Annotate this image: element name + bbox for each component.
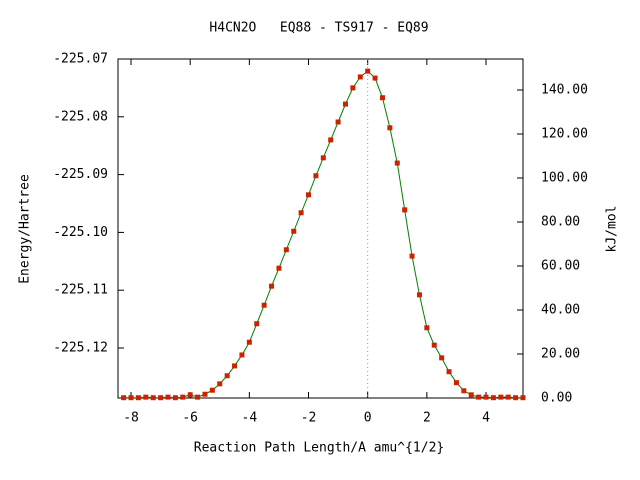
y-tick-label: -225.07 [53,52,108,67]
data-point [135,395,141,401]
data-point [431,342,437,348]
y2-tick-label: 100.00 [541,171,588,186]
data-point [328,137,334,143]
data-point [239,352,245,358]
data-point [269,283,275,289]
x-tick-label: -2 [301,411,317,426]
data-point [261,302,267,308]
data-point [291,228,297,234]
data-point [387,125,393,131]
y2-tick-label: 40.00 [541,303,580,318]
data-point [202,391,208,397]
data-point [365,68,371,74]
y2-axis-label: kJ/mol [605,206,620,253]
data-point [172,395,178,401]
data-point [306,192,312,198]
y2-tick-label: 60.00 [541,259,580,274]
x-axis-label: Reaction Path Length/A amu^{1/2} [194,441,444,456]
plot-frame [117,58,524,399]
data-point [409,253,415,259]
data-point [461,388,467,394]
data-point [446,369,452,375]
data-point [283,247,289,253]
data-point [158,395,164,401]
series-line [123,70,523,399]
data-point [313,173,319,179]
data-point [402,207,408,213]
x-tick-label: -4 [242,411,258,426]
data-point [372,75,378,81]
y2-tick-label: 140.00 [541,83,588,98]
data-point [520,395,526,401]
data-point [320,155,326,161]
data-point [416,292,422,298]
data-point [187,392,193,398]
data-point [468,392,474,398]
data-point [498,394,504,400]
data-point [453,380,459,386]
data-point [232,363,238,369]
data-point [394,160,400,166]
data-point [121,395,127,401]
data-point [217,381,223,387]
data-point [483,394,489,400]
data-point [342,101,348,107]
data-point [254,321,260,327]
data-point [150,395,156,401]
data-point [439,355,445,361]
y2-tick-label: 0.00 [541,391,572,406]
data-point [505,394,511,400]
data-point [379,95,385,101]
chart-title: H4CN2O EQ88 - TS917 - EQ89 [209,21,428,36]
data-point [476,394,482,400]
x-tick-label: -6 [182,411,198,426]
data-point [276,265,282,271]
y-tick-label: -225.11 [53,283,108,298]
data-point [335,119,341,125]
data-point [209,387,215,393]
data-point [424,325,430,331]
data-point [180,394,186,400]
data-point [195,394,201,400]
data-point [357,74,363,80]
y2-tick-label: 120.00 [541,127,588,142]
x-tick-label: 0 [364,411,372,426]
data-point [513,395,519,401]
y-tick-label: -225.08 [53,109,108,124]
data-point [224,373,230,379]
data-point [143,394,149,400]
x-tick-label: 4 [482,411,490,426]
data-point [165,394,171,400]
y-tick-label: -225.09 [53,167,108,182]
y-axis-label: Energy/Hartree [18,174,33,284]
data-point [128,395,134,401]
y2-tick-label: 20.00 [541,347,580,362]
y2-tick-label: 80.00 [541,215,580,230]
x-tick-label: -8 [123,411,139,426]
data-point [490,395,496,401]
data-point [350,85,356,91]
y-tick-label: -225.10 [53,225,108,240]
data-point [298,210,304,216]
x-tick-label: 2 [423,411,431,426]
data-point [246,339,252,345]
y-tick-label: -225.12 [53,341,108,356]
